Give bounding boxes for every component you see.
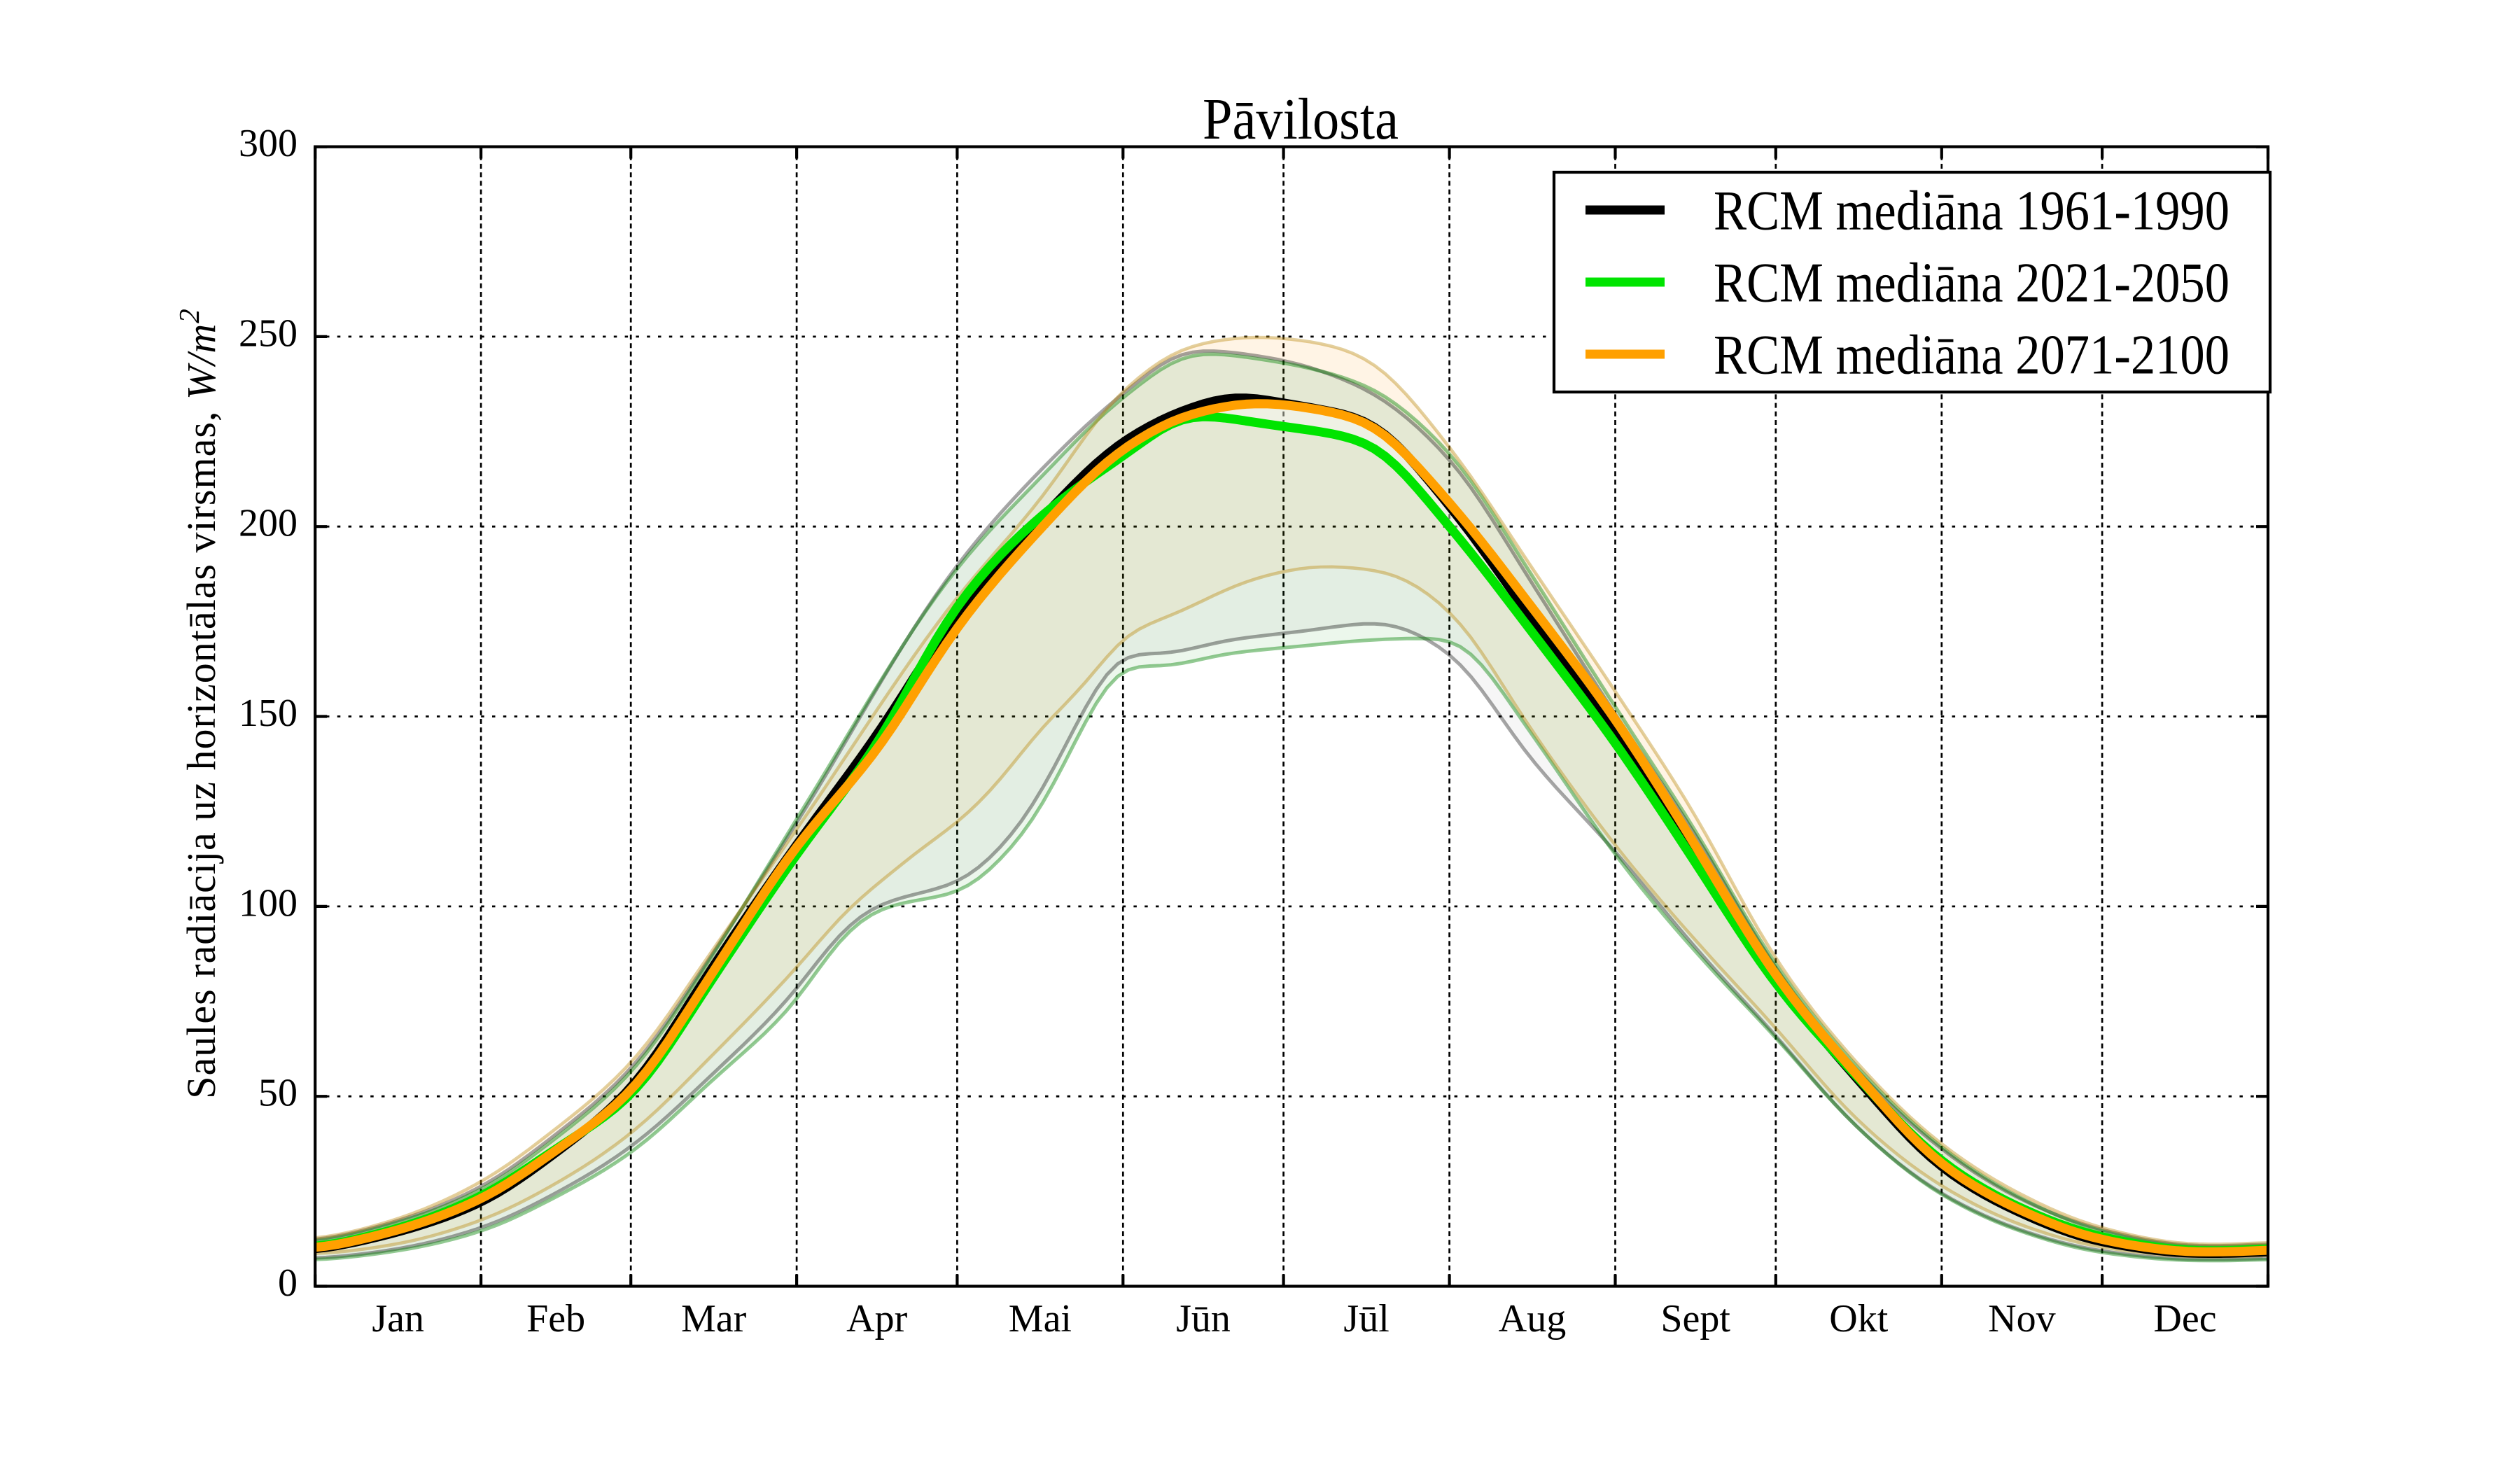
svg-text:RCM mediāna 1961-1990: RCM mediāna 1961-1990 [1714, 181, 2230, 242]
svg-text:Apr: Apr [846, 1297, 907, 1340]
svg-text:RCM mediāna 2021-2050: RCM mediāna 2021-2050 [1714, 253, 2230, 314]
svg-text:RCM mediāna 2071-2100: RCM mediāna 2071-2100 [1714, 325, 2230, 386]
svg-text:Okt: Okt [1829, 1297, 1888, 1340]
svg-text:150: 150 [239, 692, 298, 735]
svg-text:100: 100 [239, 881, 298, 925]
svg-text:Saules radiācija uz horizontāl: Saules radiācija uz horizontālas virsmas… [173, 308, 224, 1099]
svg-text:Aug: Aug [1499, 1297, 1566, 1340]
svg-text:Sept: Sept [1660, 1297, 1730, 1340]
svg-text:0: 0 [278, 1261, 298, 1305]
svg-text:200: 200 [239, 502, 298, 545]
svg-text:250: 250 [239, 312, 298, 355]
svg-text:Jūn: Jūn [1176, 1297, 1231, 1340]
svg-text:Dec: Dec [2153, 1297, 2216, 1340]
svg-text:Jūl: Jūl [1343, 1297, 1389, 1340]
svg-text:Pāvilosta: Pāvilosta [1203, 87, 1399, 152]
svg-text:Mar: Mar [681, 1297, 747, 1340]
svg-text:Feb: Feb [526, 1297, 585, 1340]
svg-text:300: 300 [239, 122, 298, 165]
svg-text:50: 50 [258, 1072, 298, 1115]
svg-text:Jan: Jan [372, 1297, 424, 1340]
svg-text:Nov: Nov [1988, 1297, 2055, 1340]
svg-text:Mai: Mai [1009, 1297, 1072, 1340]
